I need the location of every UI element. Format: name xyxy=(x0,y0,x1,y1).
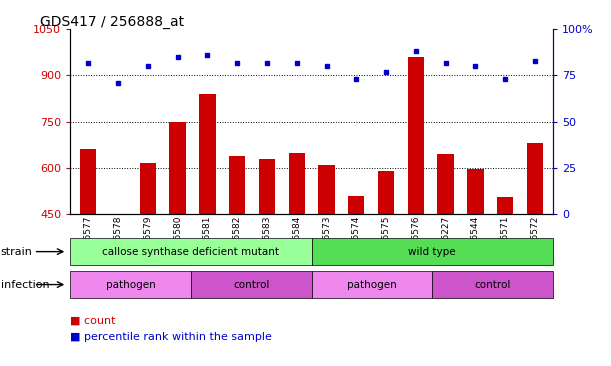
Bar xyxy=(437,154,454,353)
Bar xyxy=(527,143,543,353)
Bar xyxy=(70,271,191,298)
Bar xyxy=(258,158,275,353)
Bar xyxy=(80,149,97,353)
Text: infection: infection xyxy=(1,280,49,290)
Text: pathogen: pathogen xyxy=(106,280,155,290)
Text: strain: strain xyxy=(1,247,32,257)
Text: control: control xyxy=(474,280,511,290)
Text: GDS417 / 256888_at: GDS417 / 256888_at xyxy=(40,15,184,29)
Bar xyxy=(312,271,433,298)
Text: pathogen: pathogen xyxy=(347,280,397,290)
Bar xyxy=(199,94,216,353)
Bar xyxy=(408,57,424,353)
Text: ■ percentile rank within the sample: ■ percentile rank within the sample xyxy=(70,332,272,342)
Text: callose synthase deficient mutant: callose synthase deficient mutant xyxy=(103,247,279,257)
Bar xyxy=(433,271,553,298)
Bar xyxy=(169,122,186,353)
Bar xyxy=(139,163,156,353)
Bar xyxy=(70,238,312,265)
Bar xyxy=(312,238,553,265)
Bar xyxy=(110,214,126,353)
Bar xyxy=(288,153,305,353)
Text: wild type: wild type xyxy=(409,247,456,257)
Bar xyxy=(318,165,335,353)
Text: ■ count: ■ count xyxy=(70,315,115,325)
Bar xyxy=(229,156,245,353)
Bar xyxy=(378,171,394,353)
Bar xyxy=(497,197,513,353)
Bar xyxy=(191,271,312,298)
Bar xyxy=(467,169,484,353)
Text: control: control xyxy=(233,280,269,290)
Bar xyxy=(348,195,365,353)
